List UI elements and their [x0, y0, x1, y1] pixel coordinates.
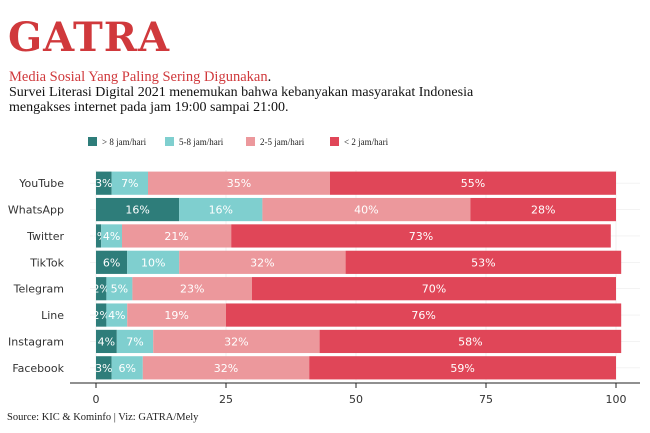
- bar-value-label: 21%: [164, 230, 188, 243]
- legend-swatch: [165, 137, 174, 146]
- bar-value-label: 32%: [250, 256, 274, 269]
- bar-value-label: 7%: [126, 335, 143, 348]
- bar-value-label: 23%: [180, 283, 204, 296]
- bar-segment: [345, 250, 622, 274]
- bar-segment: [127, 303, 226, 327]
- category-label: Twitter: [26, 230, 64, 243]
- brand-logo: GATRA: [8, 14, 171, 61]
- category-labels: YouTube WhatsApp Twitter TikTok Telegram Line…: [8, 177, 65, 375]
- bar-value-label: 4%: [98, 335, 115, 348]
- chart-subtitle: Media Sosial Yang Paling Sering Digunaka…: [9, 69, 271, 86]
- bar-segment: [96, 277, 107, 301]
- source-caption: Source: KIC & Kominfo | Viz: GATRA/Mely: [7, 412, 199, 423]
- bar-value-label: 32%: [224, 335, 248, 348]
- bar-segment: [96, 224, 102, 248]
- bar-value-label: 59%: [450, 362, 474, 375]
- category-label: WhatsApp: [8, 204, 64, 217]
- x-tick-label: 25: [219, 393, 233, 406]
- bar-value-label: 19%: [164, 309, 188, 322]
- category-label: TikTok: [29, 256, 64, 269]
- bar-value-label: 76%: [411, 309, 435, 322]
- bar-value-label: 6%: [103, 256, 120, 269]
- legend-label: < 2 jam/hari: [344, 137, 389, 147]
- bar-segment: [96, 356, 112, 380]
- bar-value-label: 5%: [111, 283, 128, 296]
- category-label: Telegram: [13, 283, 64, 296]
- legend-swatch: [330, 137, 339, 146]
- legend-swatch: [88, 137, 97, 146]
- category-label: YouTube: [18, 177, 64, 190]
- bar-segment: [142, 356, 310, 380]
- bar-value-label: 16%: [125, 204, 149, 217]
- bar-segment: [111, 356, 143, 380]
- bar-segment: [179, 197, 263, 222]
- bar-segment: [309, 356, 616, 380]
- legend: > 8 jam/hari 5-8 jam/hari 2-5 jam/hari < 2 …: [88, 137, 389, 147]
- bar-segment: [96, 303, 107, 327]
- legend-label: > 8 jam/hari: [102, 137, 147, 147]
- bar-value-label: 53%: [471, 256, 495, 269]
- legend-swatch: [246, 137, 255, 146]
- category-label: Instagram: [8, 335, 64, 348]
- category-label: Facebook: [12, 362, 64, 375]
- bar-segment: [153, 329, 320, 354]
- bar-value-label: 4%: [108, 309, 125, 322]
- bar-segment: [148, 171, 330, 195]
- bar-value-label: 2%: [92, 309, 109, 322]
- bar-value-label: 4%: [103, 230, 120, 243]
- bar-value-label: 2%: [92, 283, 109, 296]
- bar-value-label: 35%: [227, 177, 251, 190]
- bar-segment: [262, 197, 471, 222]
- bar-value-label: 58%: [458, 335, 482, 348]
- bar-value-label: 70%: [422, 283, 446, 296]
- bar-value-label: 3%: [95, 177, 112, 190]
- bar-segment: [470, 197, 616, 222]
- bar-segment: [96, 250, 128, 274]
- bar-segment: [116, 329, 154, 354]
- bar-segment: [106, 303, 128, 327]
- category-label: Line: [41, 309, 64, 322]
- bar-segment: [122, 224, 232, 248]
- bar-segment: [252, 277, 616, 301]
- bars: 3% 7% 35% 55%16% 16% 40% 28%1%4% 21% 73%6% 10% 32%…: [90, 171, 622, 380]
- x-tick-label: 100: [606, 393, 627, 406]
- bar-value-label: 28%: [531, 204, 555, 217]
- bar-value-label: 32%: [214, 362, 238, 375]
- bar-segment: [96, 329, 117, 354]
- bar-segment: [127, 250, 180, 274]
- subtitle-end: .: [267, 69, 272, 85]
- legend-label: 2-5 jam/hari: [260, 137, 305, 147]
- bar-segment: [132, 277, 252, 301]
- bar-segment: [319, 329, 622, 354]
- bar-segment: [330, 171, 616, 195]
- chart-description: Survei Literasi Digital 2021 menemukan b…: [9, 85, 474, 115]
- bar-segment: [106, 277, 133, 301]
- bar-segment: [101, 224, 122, 248]
- bar-value-label: 55%: [461, 177, 485, 190]
- legend-label: 5-8 jam/hari: [179, 137, 224, 147]
- bar-segment: [226, 303, 622, 327]
- x-tick-label: 75: [479, 393, 493, 406]
- bar-value-label: 40%: [354, 204, 378, 217]
- subtitle-text: Media Sosial Yang Paling Sering Digunaka…: [9, 69, 268, 85]
- bar-value-label: 6%: [118, 362, 135, 375]
- x-tick-label: 0: [93, 393, 100, 406]
- bar-value-label: 16%: [209, 204, 233, 217]
- bar-value-label: 10%: [141, 256, 165, 269]
- bar-segment: [96, 171, 112, 195]
- bar-segment: [111, 171, 148, 195]
- bar-segment: [231, 224, 611, 248]
- x-axis: 0 25 50 75 100: [70, 382, 640, 406]
- bar-segment: [179, 250, 346, 274]
- bar-segment: [96, 197, 180, 222]
- bar-value-label: 3%: [95, 362, 112, 375]
- x-tick-label: 50: [349, 393, 363, 406]
- bar-value-label: 7%: [121, 177, 138, 190]
- bar-value-label: 73%: [409, 230, 433, 243]
